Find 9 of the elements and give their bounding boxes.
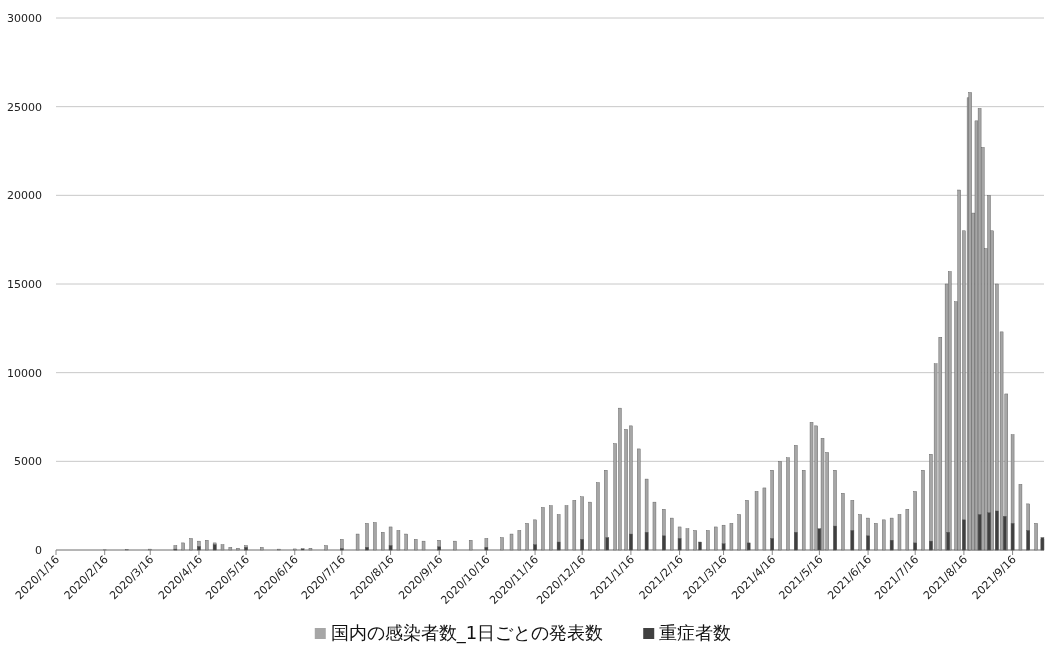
- y-tick-label: 20000: [7, 189, 42, 203]
- y-tick-label: 25000: [7, 100, 42, 114]
- y-tick-label: 30000: [7, 12, 42, 25]
- legend-label: 国内の感染者数_1日ごとの発表数: [330, 622, 604, 644]
- y-tick-label: 15000: [7, 278, 42, 291]
- y-tick-label: 5000: [14, 455, 42, 469]
- y-tick-label: 0: [35, 544, 42, 557]
- legend-label: 重症者数: [659, 622, 732, 643]
- y-tick-label: 10000: [7, 366, 42, 380]
